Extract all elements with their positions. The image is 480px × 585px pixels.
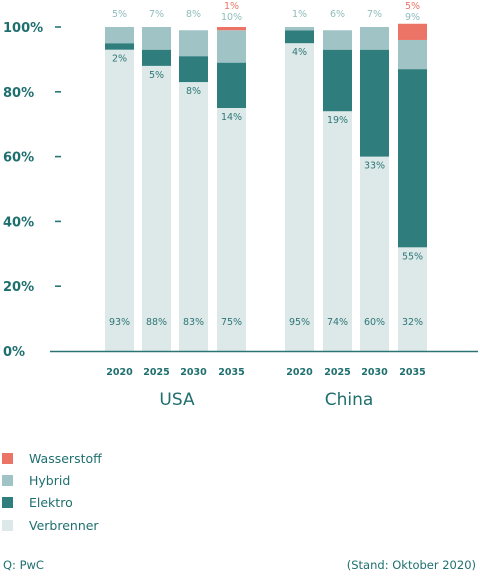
data-label-verbrenner: 60% [364,317,385,328]
y-tick-label: 100% [3,21,43,36]
data-label-hybrid: 8% [186,9,201,20]
legend-item-verbrenner: Verbrenner [2,514,102,536]
y-tick-label: 60% [3,151,34,166]
data-label-elektro: 14% [221,112,242,123]
data-label-verbrenner: 74% [327,317,348,328]
bar-elektro [142,49,171,66]
data-label-elektro: 4% [292,47,307,58]
legend-swatch-hybrid [2,474,13,486]
data-label-verbrenner: 75% [221,317,242,328]
data-label-hybrid: 10% [221,12,242,23]
bar-elektro [179,56,208,83]
x-tick-label: 2020 [286,367,313,378]
source-note: Q: PwC [3,558,44,572]
bar-hybrid [360,27,389,50]
group-label: China [325,390,374,410]
legend: Wasserstoff Hybrid Elektro Verbrenner [2,447,102,536]
legend-label: Verbrenner [29,517,99,533]
y-tick-label: 0% [3,345,25,360]
bar-verbrenner [323,111,352,352]
legend-label: Hybrid [29,472,71,488]
bar-hybrid [398,39,427,70]
data-label-verbrenner: 88% [146,317,167,328]
data-label-hybrid: 7% [367,9,382,20]
data-label-elektro: 55% [402,251,423,262]
legend-item-hybrid: Hybrid [2,469,102,491]
x-tick-label: 2025 [143,367,169,378]
bar-elektro [285,30,314,44]
data-label-verbrenner: 95% [289,317,310,328]
legend-label: Elektro [29,495,73,511]
bar-hybrid [142,27,171,50]
bar-wasserstoff [398,23,427,40]
bar-hybrid [105,27,134,44]
group-label: USA [159,390,195,410]
bar-elektro [398,69,427,248]
data-label-elektro: 33% [364,161,385,172]
data-label-wasserstoff: 1% [224,1,239,12]
data-label-elektro: 8% [186,86,201,97]
data-label-verbrenner: 32% [402,317,423,328]
x-tick-label: 2030 [361,367,388,378]
date-note: (Stand: Oktober 2020) [346,558,476,572]
data-label-hybrid: 7% [149,9,164,20]
x-tick-label: 2035 [399,367,425,378]
y-tick-label: 40% [3,215,34,230]
bar-elektro [217,62,246,108]
bar-verbrenner [360,156,389,351]
data-label-elektro: 19% [327,115,348,126]
bar-hybrid [323,30,352,50]
data-label-hybrid: 1% [292,9,307,20]
bar-verbrenner [217,108,246,351]
bar-elektro [360,49,389,157]
data-label-wasserstoff: 5% [405,1,420,12]
x-tick-label: 2025 [324,367,350,378]
bar-elektro [105,43,134,50]
bar-verbrenner [285,43,314,351]
bar-wasserstoff [217,27,246,31]
bar-verbrenner [398,247,427,351]
legend-item-wasserstoff: Wasserstoff [2,447,102,469]
bar-hybrid [217,30,246,63]
legend-label: Wasserstoff [29,450,102,466]
stacked-bar-chart: 0% 20% 40% 60% 80% 100% 93% 2% 5% 88% 5% 7% 83% 8% 8% 7… [3,1,478,410]
data-label-hybrid: 6% [330,9,345,20]
y-tick-label: 20% [3,280,34,295]
x-tick-label: 2030 [180,367,207,378]
bar-verbrenner [142,65,171,351]
bar-elektro [323,49,352,112]
x-tick-label: 2020 [106,367,133,378]
data-label-hybrid: 9% [405,12,420,23]
legend-swatch-wasserstoff [2,452,13,464]
bar-verbrenner [179,82,208,351]
data-label-elektro: 5% [149,70,164,81]
bar-verbrenner [105,49,134,352]
legend-item-elektro: Elektro [2,492,102,514]
y-tick-label: 80% [3,86,34,101]
bar-hybrid [179,30,208,57]
data-label-verbrenner: 83% [183,317,204,328]
legend-swatch-verbrenner [2,519,13,531]
x-tick-label: 2035 [218,367,244,378]
data-label-elektro: 2% [112,54,127,65]
legend-swatch-elektro [2,497,13,509]
data-label-verbrenner: 93% [109,317,130,328]
bar-hybrid [285,27,314,31]
data-label-hybrid: 5% [112,9,127,20]
